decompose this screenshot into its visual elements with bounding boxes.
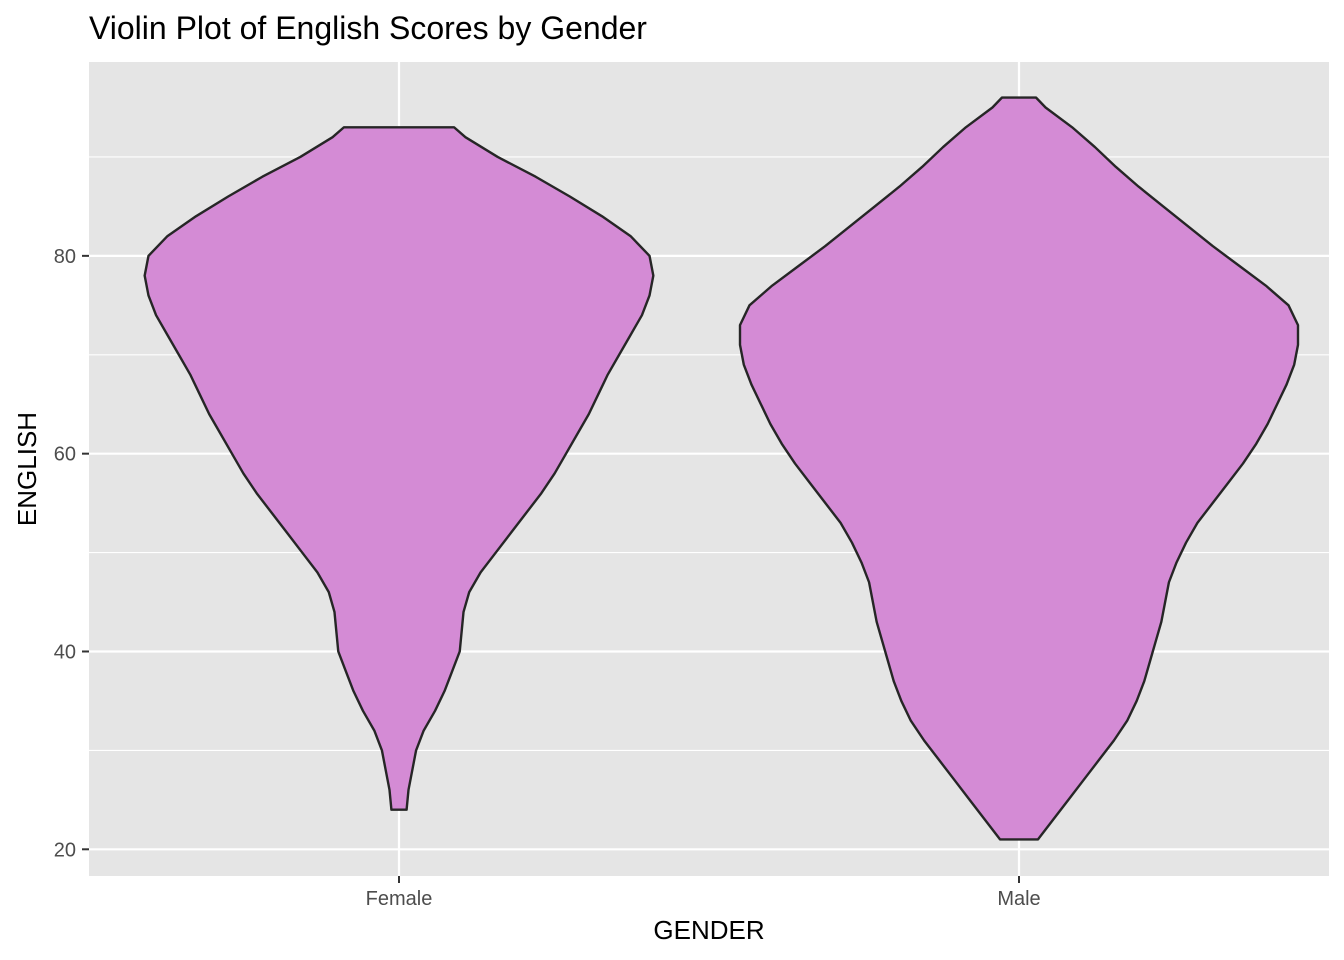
- violins: [143, 96, 1300, 841]
- violin-male: [738, 96, 1300, 841]
- x-axis-title: GENDER: [653, 915, 764, 945]
- x-axis: Female Male: [366, 876, 1041, 910]
- x-tick-label: Male: [997, 888, 1040, 910]
- y-tick-label: 80: [54, 246, 76, 268]
- chart-title: Violin Plot of English Scores by Gender: [89, 10, 647, 46]
- y-axis-title: ENGLISH: [12, 412, 42, 526]
- y-tick-label: 60: [54, 444, 76, 466]
- y-tick-label: 20: [54, 839, 76, 861]
- y-axis: 20 40 60 80: [54, 246, 89, 861]
- x-tick-label: Female: [366, 888, 433, 910]
- y-tick-label: 40: [54, 641, 76, 663]
- violin-female: [143, 126, 655, 811]
